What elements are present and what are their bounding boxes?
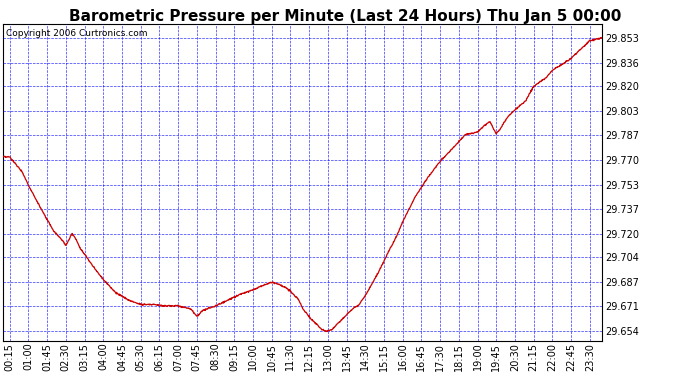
Text: Barometric Pressure per Minute (Last 24 Hours) Thu Jan 5 00:00: Barometric Pressure per Minute (Last 24 … (69, 9, 621, 24)
Text: Copyright 2006 Curtronics.com: Copyright 2006 Curtronics.com (6, 29, 148, 38)
